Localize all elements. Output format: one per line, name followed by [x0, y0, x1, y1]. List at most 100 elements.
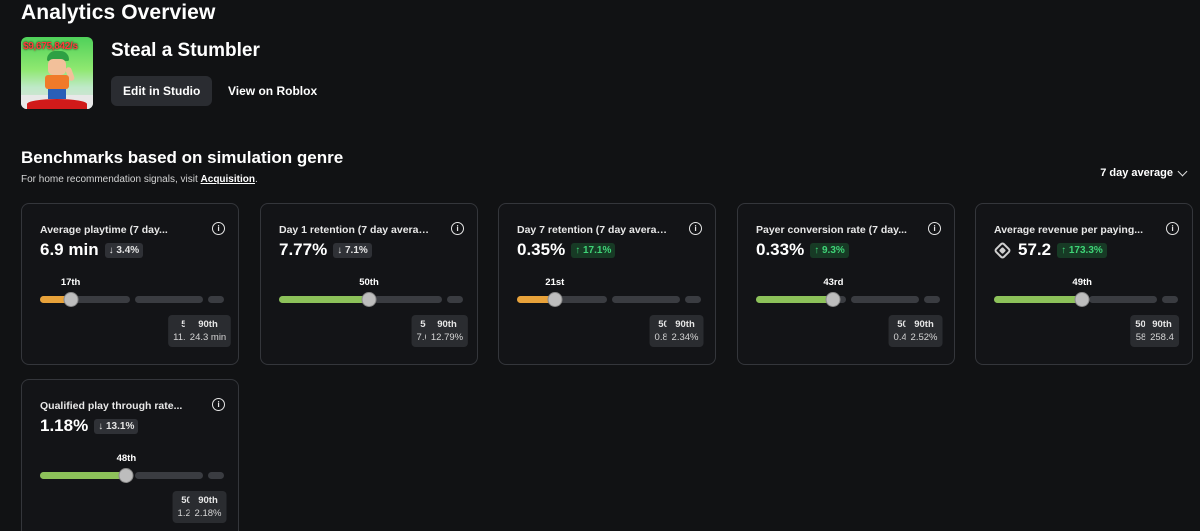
metric-value: 57.2	[1018, 240, 1052, 259]
character-head	[48, 59, 66, 75]
character-hat	[47, 51, 69, 61]
arrow-up-icon: ↑	[1061, 244, 1067, 256]
metric-value: 0.33%	[756, 240, 805, 259]
track-segment-high	[447, 296, 463, 303]
metric-title: Day 7 retention (7 day average)	[517, 224, 669, 236]
rank-knob	[1074, 292, 1090, 307]
p90-label: 90th	[198, 319, 218, 330]
metric-card-day7-retention[interactable]: Day 7 retention (7 day average) i 0.35% …	[498, 203, 716, 365]
page-title: Analytics Overview	[21, 1, 216, 24]
delta-badge: ↑ 9.3%	[810, 242, 849, 258]
arrow-down-icon: ↓	[98, 420, 104, 432]
info-icon[interactable]: i	[689, 222, 702, 235]
p90-label: 90th	[1152, 319, 1172, 330]
track-segment-high	[208, 296, 224, 303]
p90-box: 90th 24.3 min	[184, 315, 232, 347]
track-segment-mid	[374, 296, 442, 303]
track-segment-mid	[135, 472, 203, 479]
benchmarks-title: Benchmarks based on simulation genre	[21, 148, 344, 167]
p90-label: 90th	[675, 319, 695, 330]
edit-in-studio-button[interactable]: Edit in Studio	[111, 76, 213, 106]
rank-fill	[756, 296, 834, 303]
p90-value: 24.3 min	[189, 332, 227, 343]
metric-value-row: 0.35% ↑ 17.1%	[517, 240, 616, 260]
character-shirt	[45, 75, 69, 89]
thumbnail-counter-text: $9,675,842/s	[23, 41, 78, 52]
rank-fill	[517, 296, 555, 303]
p90-box: 90th 2.18%	[189, 491, 227, 523]
rank-knob	[118, 468, 134, 483]
rank-fill	[40, 472, 127, 479]
metric-title: Day 1 retention (7 day average)	[279, 224, 431, 236]
rank-label: 48th	[116, 453, 137, 464]
subtitle-prefix: For home recommendation signals, visit	[21, 174, 201, 185]
metric-value: 7.77%	[279, 240, 328, 259]
view-on-roblox-button[interactable]: View on Roblox	[228, 76, 317, 106]
arrow-down-icon: ↓	[337, 244, 343, 256]
chevron-down-icon	[1177, 166, 1188, 176]
p90-value: 258.4	[1150, 332, 1174, 343]
rank-knob	[361, 292, 377, 307]
acquisition-link[interactable]: Acquisition	[200, 174, 255, 185]
game-thumbnail[interactable]: $9,675,842/s	[21, 37, 93, 109]
p90-box: 90th 2.52%	[905, 315, 943, 347]
average-period-label: 7 day average	[1100, 167, 1173, 179]
p90-value: 2.34%	[671, 332, 699, 343]
metric-value-row: 0.33% ↑ 9.3%	[756, 240, 849, 260]
track-segment-high	[924, 296, 940, 303]
rank-label: 50th	[359, 277, 379, 288]
delta-value: 9.3%	[821, 244, 845, 256]
metric-card-qualified-play-through[interactable]: Qualified play through rate... i 1.18% ↓…	[21, 379, 239, 531]
character-legs	[48, 89, 66, 99]
rank-knob	[825, 292, 841, 307]
track-segment-mid	[851, 296, 919, 303]
delta-value: 3.4%	[116, 244, 140, 256]
arrow-down-icon: ↓	[108, 244, 114, 256]
info-icon[interactable]: i	[451, 222, 464, 235]
metric-card-payer-conversion[interactable]: Payer conversion rate (7 day... i 0.33% …	[737, 203, 955, 365]
rank-label: 49th	[1072, 277, 1092, 288]
rank-knob	[547, 292, 563, 307]
average-period-dropdown[interactable]: 7 day average	[1100, 166, 1188, 179]
metric-card-average-playtime[interactable]: Average playtime (7 day... i 6.9 min ↓ 3…	[21, 203, 239, 365]
info-icon[interactable]: i	[1166, 222, 1179, 235]
p90-label: 90th	[198, 495, 218, 506]
benchmarks-subtitle: For home recommendation signals, visit A…	[21, 174, 258, 185]
metric-card-avg-revenue-per-payer[interactable]: Average revenue per paying... i 57.2 ↑ 1…	[975, 203, 1193, 365]
metric-value: 0.35%	[517, 240, 566, 259]
info-icon[interactable]: i	[928, 222, 941, 235]
p90-box: 90th 2.34%	[666, 315, 704, 347]
metric-card-day1-retention[interactable]: Day 1 retention (7 day average) i 7.77% …	[260, 203, 478, 365]
metric-value-row: 1.18% ↓ 13.1%	[40, 416, 139, 436]
metric-title: Qualified play through rate...	[40, 400, 183, 412]
metric-value-row: 6.9 min ↓ 3.4%	[40, 240, 144, 260]
info-icon[interactable]: i	[212, 398, 225, 411]
track-segment-mid	[612, 296, 680, 303]
track-segment-high	[208, 472, 224, 479]
p90-label: 90th	[914, 319, 934, 330]
info-icon[interactable]: i	[212, 222, 225, 235]
p90-label: 90th	[437, 319, 457, 330]
delta-value: 173.3%	[1068, 244, 1103, 256]
p90-box: 90th 258.4	[1145, 315, 1179, 347]
metric-value: 1.18%	[40, 416, 89, 435]
delta-value: 13.1%	[105, 420, 135, 432]
rank-label: 17th	[60, 277, 81, 288]
metric-value: 6.9 min	[40, 240, 99, 259]
metric-title: Average playtime (7 day...	[40, 224, 168, 236]
rank-fill	[40, 296, 71, 303]
delta-badge: ↑ 173.3%	[1057, 242, 1107, 258]
p90-value: 2.18%	[194, 508, 222, 519]
track-segment-mid	[1089, 296, 1157, 303]
delta-badge: ↓ 3.4%	[104, 242, 144, 258]
track-segment-high	[685, 296, 701, 303]
delta-value: 17.1%	[582, 244, 612, 256]
p50-value: 58.3	[1135, 331, 1155, 344]
delta-badge: ↓ 7.1%	[333, 242, 372, 258]
track-segment-low	[40, 296, 130, 303]
metric-value-row: 57.2 ↑ 173.3%	[993, 240, 1107, 260]
p50-label: 50th	[1135, 318, 1155, 331]
robux-icon	[993, 240, 1012, 260]
rank-knob	[63, 292, 79, 307]
p90-value: 12.79%	[430, 332, 464, 343]
